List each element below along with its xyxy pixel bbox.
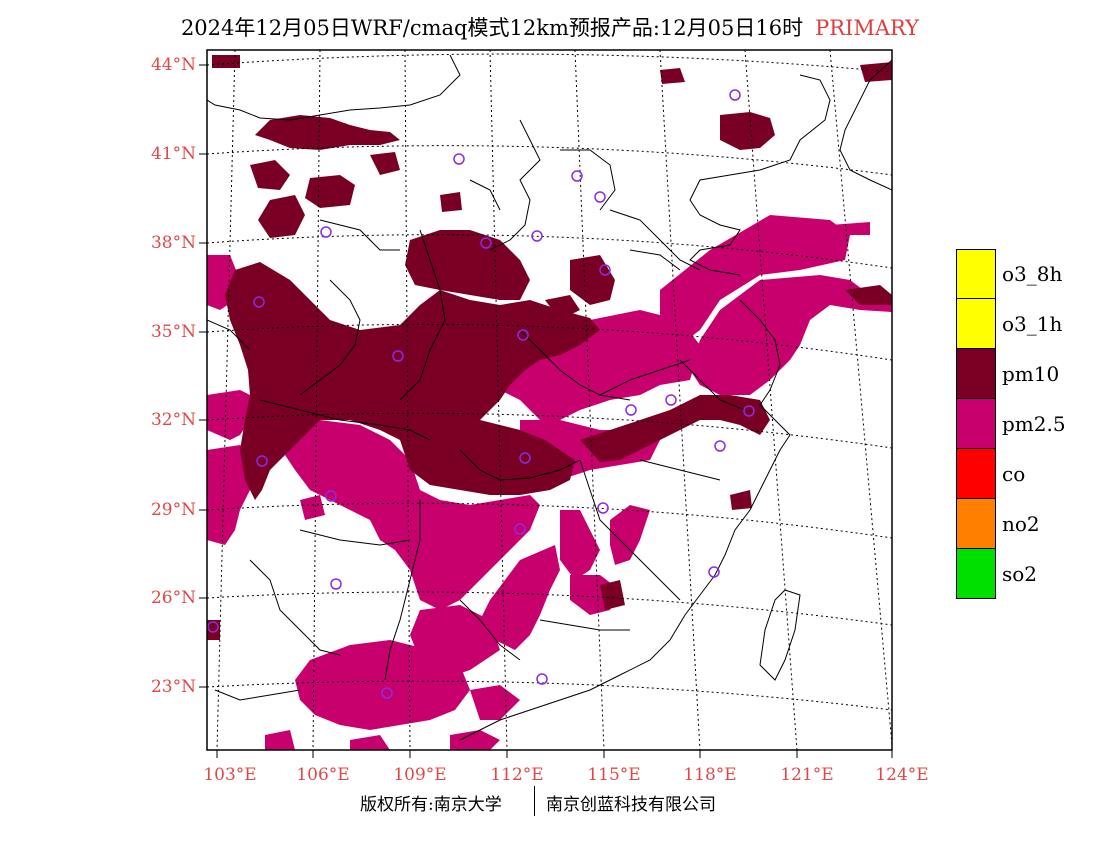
station-markers <box>207 89 755 699</box>
legend-swatch <box>956 299 996 349</box>
lon-label: 118°E <box>683 765 737 785</box>
station-marker <box>256 455 268 467</box>
legend-label: o3_8h <box>1002 262 1063 286</box>
lat-label: 26°N <box>150 588 196 608</box>
lon-label: 115°E <box>587 765 641 785</box>
lat-label: 32°N <box>150 410 196 430</box>
station-marker <box>599 264 611 276</box>
station-marker <box>325 490 337 502</box>
station-marker <box>519 452 531 464</box>
station-marker <box>714 440 726 452</box>
company-text: 南京创蓝科技有限公司 <box>546 795 716 815</box>
lon-label: 109°E <box>393 765 447 785</box>
station-marker <box>514 523 526 535</box>
lon-label: 106°E <box>296 765 350 785</box>
station-marker <box>531 230 543 242</box>
legend-swatch <box>956 249 996 299</box>
station-marker <box>480 237 492 249</box>
station-marker <box>594 191 606 203</box>
legend-swatch <box>956 499 996 549</box>
station-marker <box>330 578 342 590</box>
station-marker <box>536 673 548 685</box>
lon-label: 103°E <box>203 765 257 785</box>
legend-swatch <box>956 549 996 599</box>
legend-label: co <box>1002 462 1026 486</box>
station-marker <box>453 153 465 165</box>
copyright-text: 版权所有:南京大学 <box>360 795 502 815</box>
lat-label: 44°N <box>150 55 196 75</box>
lon-label: 112°E <box>490 765 544 785</box>
lat-label: 35°N <box>150 322 196 342</box>
station-marker <box>665 394 677 406</box>
station-marker <box>517 329 529 341</box>
legend-swatch <box>956 399 996 449</box>
station-marker <box>381 687 393 699</box>
graticule <box>207 50 892 750</box>
lat-label: 23°N <box>150 677 196 697</box>
station-marker <box>207 621 219 633</box>
lon-label: 121°E <box>780 765 834 785</box>
station-marker <box>571 170 583 182</box>
pm10-regions <box>207 55 892 640</box>
station-marker <box>625 404 637 416</box>
lat-label: 38°N <box>150 233 196 253</box>
footer-divider <box>534 786 535 816</box>
legend-swatch <box>956 449 996 499</box>
station-marker <box>743 405 755 417</box>
station-marker <box>708 566 720 578</box>
station-marker <box>392 350 404 362</box>
station-marker <box>597 502 609 514</box>
lat-label: 41°N <box>150 144 196 164</box>
legend-label: o3_1h <box>1002 312 1063 336</box>
map-frame <box>206 49 893 751</box>
map-title: 2024年12月05日WRF/cmaq模式12km预报产品:12月05日16时 P… <box>0 12 1100 42</box>
primary-tag: PRIMARY <box>815 16 920 40</box>
axis-ticks <box>199 64 893 758</box>
legend-label: pm10 <box>1002 362 1060 386</box>
station-marker <box>729 89 741 101</box>
station-marker <box>253 296 265 308</box>
boundaries <box>207 54 892 741</box>
legend-label: no2 <box>1002 512 1040 536</box>
title-text: 2024年12月05日WRF/cmaq模式12km预报产品:12月05日16时 <box>180 16 804 40</box>
lat-label: 29°N <box>150 500 196 520</box>
lon-label: 124°E <box>875 765 929 785</box>
legend-label: pm2.5 <box>1002 412 1066 436</box>
legend-label: so2 <box>1002 562 1038 586</box>
legend-swatch <box>956 349 996 399</box>
station-marker <box>320 226 332 238</box>
